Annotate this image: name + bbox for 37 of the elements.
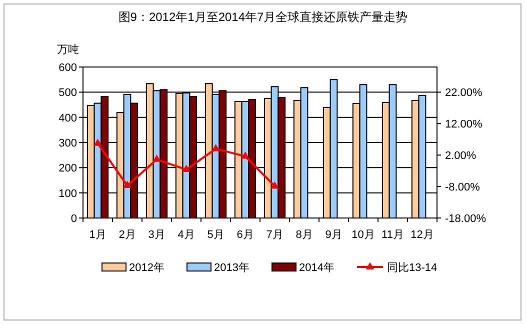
y2-tick-label: 22.00% [445,87,483,100]
x-tick-label: 1月 [89,229,106,241]
x-tick-label: 7月 [266,229,284,241]
y2-tick-label: 2.00% [445,150,476,162]
x-tick-label: 2月 [118,229,136,241]
point [94,138,102,146]
x-tick-label: 8月 [296,229,313,241]
legend-label: 2012年 [129,262,164,274]
point [152,154,161,162]
legend-label: 同比13-14 [387,261,438,274]
y-tick-label: 500 [58,87,77,100]
y2-tick-label: -18.00% [445,213,486,225]
y-tick-label: 400 [58,112,77,124]
legend-label: 2013年 [214,262,250,274]
y2-tick-label: -8.00% [445,182,480,194]
x-tick-label: 3月 [148,229,166,241]
point [270,181,279,189]
point [182,164,190,172]
chart-title: 图9：2012年1月至2014年7月全球直接还原铁产量走势 [118,10,408,24]
y-tick-label: 0 [70,213,77,225]
y2-tick-label: 12.00% [445,118,483,131]
point [212,144,220,152]
legend-label: 2014年 [299,262,334,274]
x-tick-label: 9月 [325,229,342,241]
y-tick-label: 300 [58,138,77,150]
x-tick-label: 5月 [207,229,224,241]
point [241,152,250,159]
y-tick-label: 600 [58,62,77,74]
point [123,180,132,188]
x-tick-label: 11月 [382,229,404,241]
x-tick-label: 12月 [410,229,434,241]
y-axis-title: 万吨 [57,43,79,56]
x-tick-label: 6月 [236,229,254,241]
x-tick-label: 10月 [352,229,375,241]
y-tick-label: 200 [58,162,77,175]
x-tick-label: 4月 [178,229,195,241]
y-tick-label: 100 [58,188,77,200]
